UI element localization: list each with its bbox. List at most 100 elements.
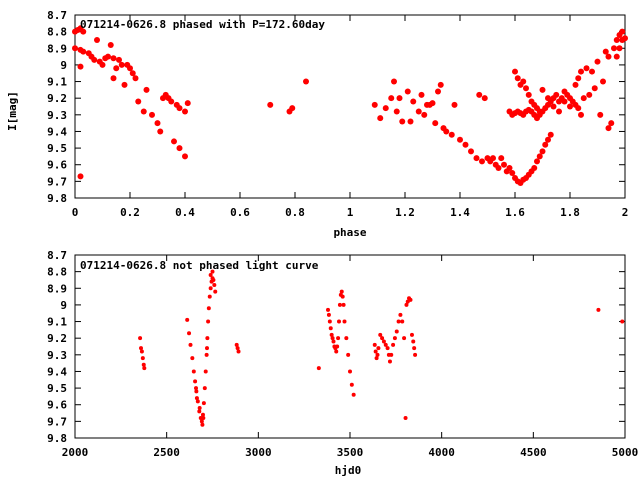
phased-data-point [575, 75, 582, 82]
unphased-data-point [376, 346, 381, 351]
unphased-x-tick-label: 5000 [612, 446, 639, 459]
phased-data-point [127, 65, 133, 72]
unphased-data-point [392, 336, 397, 341]
unphased-data-point [205, 336, 210, 341]
unphased-data-point [408, 297, 413, 302]
phased-data-point [495, 165, 502, 172]
phased-data-point [149, 111, 155, 118]
unphased-y-tick-label: 9.4 [47, 365, 67, 378]
phased-data-point [525, 91, 532, 98]
phased-data-points [72, 25, 628, 187]
unphased-data-point [344, 336, 349, 341]
unphased-data-point [409, 332, 414, 337]
unphased-y-tick-label: 8.8 [47, 266, 67, 279]
unphased-x-tick-label: 2500 [153, 446, 180, 459]
unphased-data-point [337, 319, 341, 324]
phased-y-tick-label: 9.8 [47, 192, 67, 205]
phased-data-point [597, 111, 604, 118]
phased-data-point [110, 55, 117, 62]
unphased-y-tick-label: 9.7 [47, 415, 67, 428]
phased-data-point [289, 105, 296, 112]
unphased-data-point [193, 379, 198, 384]
unphased-data-point [413, 352, 418, 357]
unphased-data-point [380, 336, 385, 341]
phased-data-point [80, 28, 87, 35]
unphased-data-point [329, 332, 334, 337]
unphased-data-point [373, 349, 378, 354]
phased-data-point [619, 28, 626, 35]
unphased-data-point [195, 399, 200, 404]
phased-data-point [418, 91, 425, 98]
phased-data-point [171, 138, 177, 145]
phased-data-point [410, 98, 417, 105]
unphased-data-point [336, 336, 341, 341]
unphased-x-tick-label: 2000 [62, 446, 89, 459]
phased-data-point [473, 155, 480, 162]
phased-y-ticks: 8.7 8.8 8.9 9 9.1 9.2 9.3 9.4 9.5 9.6 9.7 9.8 [47, 9, 625, 205]
unphased-data-point [211, 277, 216, 282]
unphased-data-point [398, 312, 403, 317]
unphased-data-point [212, 282, 217, 287]
phased-data-point [539, 86, 546, 93]
unphased-data-point [208, 286, 213, 291]
unphased-data-point [206, 306, 211, 311]
phased-data-point [600, 78, 606, 85]
unphased-data-point [194, 389, 199, 394]
unphased-data-point [620, 319, 625, 324]
unphased-data-point [326, 307, 330, 312]
phased-y-tick-label: 9.4 [47, 125, 67, 138]
phased-x-tick-label: 0 [72, 206, 79, 219]
phased-data-point [429, 100, 436, 107]
phased-data-point [523, 85, 529, 92]
unphased-data-point [335, 344, 340, 349]
phased-y-tick-label: 9 [60, 59, 67, 72]
phased-data-point [578, 111, 584, 118]
phased-x-axis-label: phase [333, 226, 366, 239]
unphased-data-point [375, 352, 380, 357]
phased-data-point [391, 78, 397, 85]
unphased-plot-title: 071214-0626.8 not phased light curve [80, 259, 319, 272]
phased-data-point [105, 53, 111, 60]
phased-data-point [129, 70, 136, 77]
unphased-y-tick-label: 8.7 [47, 249, 67, 262]
phased-data-point [509, 170, 516, 177]
phased-data-point [545, 95, 551, 102]
phased-x-tick-label: 0.4 [175, 206, 195, 219]
unphased-data-point [200, 412, 205, 417]
phased-data-point [421, 111, 428, 118]
phased-data-point [506, 165, 513, 172]
unphased-data-point [202, 386, 207, 391]
unphased-y-tick-label: 9.6 [47, 399, 67, 412]
phased-data-point [539, 148, 546, 155]
phased-data-point [393, 108, 400, 115]
unphased-data-point [200, 422, 205, 427]
unphased-data-point [139, 346, 143, 351]
unphased-data-point [374, 356, 379, 361]
phased-data-point [542, 141, 549, 148]
phased-data-point [143, 86, 150, 93]
unphased-data-point [412, 346, 417, 351]
phased-x-tick-label: 0.8 [285, 206, 305, 219]
unphased-y-tick-label: 8.9 [47, 282, 67, 295]
phased-data-point [448, 131, 455, 138]
phased-data-point [575, 105, 582, 112]
unphased-data-point [391, 342, 396, 347]
unphased-data-point [340, 294, 345, 299]
unphased-data-point [185, 317, 190, 322]
phased-data-point [578, 68, 584, 75]
phased-data-point [594, 58, 601, 65]
phased-y-tick-label: 8.8 [47, 26, 67, 39]
phased-data-point [157, 128, 164, 135]
phased-data-point [457, 136, 463, 143]
phased-data-point [432, 120, 439, 127]
unphased-data-point [339, 289, 344, 294]
unphased-data-point [346, 352, 351, 357]
phased-data-point [80, 48, 87, 55]
unphased-y-ticks: 8.7 8.8 8.9 9 9.1 9.2 9.3 9.4 9.5 9.6 9.7 9.8 [47, 249, 625, 445]
unphased-data-point [210, 269, 215, 274]
unphased-y-tick-label: 9.1 [47, 316, 67, 329]
unphased-data-point [385, 346, 390, 351]
phased-data-point [118, 61, 125, 68]
phased-data-point [547, 131, 554, 138]
